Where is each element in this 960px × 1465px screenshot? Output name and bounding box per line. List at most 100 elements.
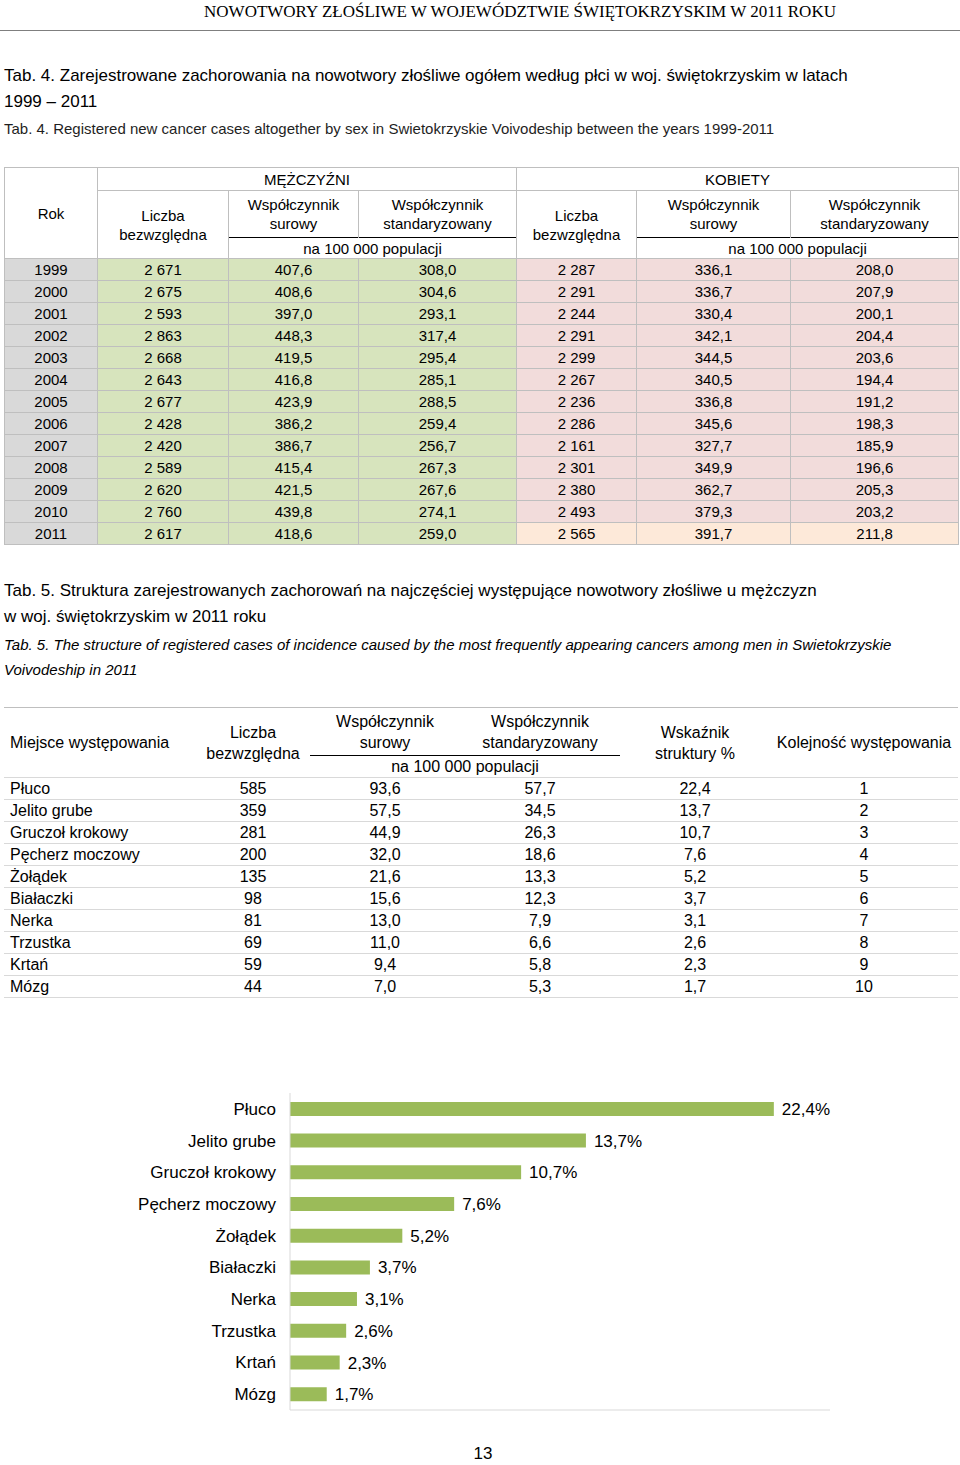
html-text:standaryzowany: standaryzowany <box>820 215 929 232</box>
html-text:448,3: 448,3 <box>274 327 313 344</box>
html-text:407,6: 407,6 <box>274 261 313 278</box>
svg-text:Białaczki: Białaczki <box>209 1258 276 1277</box>
html-text:1999: 1999 <box>34 261 68 278</box>
html-text:bezwzględna: bezwzględna <box>119 225 207 243</box>
html-text:204,4: 204,4 <box>855 327 894 344</box>
html-text:194,4: 194,4 <box>855 371 894 388</box>
html-text:336,1: 336,1 <box>694 261 733 278</box>
svg-text:3,1%: 3,1% <box>365 1290 404 1309</box>
svg-text:Mózg: Mózg <box>234 1385 276 1404</box>
html-text:standaryzowany: standaryzowany <box>482 733 598 751</box>
html-text:bezwzględna: bezwzględna <box>532 225 621 243</box>
html-text:na 100 000 populacji: na 100 000 populacji <box>728 239 867 257</box>
html-text:2005: 2005 <box>34 393 68 410</box>
html-text:304,6: 304,6 <box>418 283 457 300</box>
html-text:Tab. 5. Struktura zarejestrowa: Tab. 5. Struktura zarejestrowanych zacho… <box>4 581 817 600</box>
html-text:344,5: 344,5 <box>694 349 733 366</box>
html-text:285,1: 285,1 <box>418 371 457 388</box>
html-text:Tab. 4. Zarejestrowane zachoro: Tab. 4. Zarejestrowane zachorowania na n… <box>4 66 848 85</box>
html-text:2 291: 2 291 <box>557 327 596 344</box>
html-text:308,0: 308,0 <box>418 261 457 278</box>
html-text:2 671: 2 671 <box>144 261 182 278</box>
html-text:Tab. 4. Registered new cancer: Tab. 4. Registered new cancer cases alto… <box>4 120 775 137</box>
html-text:2002: 2002 <box>34 327 68 344</box>
html-text:MĘŻCZYŹNI: MĘŻCZYŹNI <box>264 170 350 188</box>
html-text:2003: 2003 <box>34 349 68 366</box>
html-text:2 287: 2 287 <box>557 261 596 278</box>
html-text:207,9: 207,9 <box>855 283 894 300</box>
html-text:2 668: 2 668 <box>144 349 182 366</box>
html-text:288,5: 288,5 <box>418 393 457 410</box>
svg-text:1,7%: 1,7% <box>335 1385 374 1404</box>
html-text:Współczynnik: Współczynnik <box>391 196 484 213</box>
html-text:surowy: surowy <box>359 733 411 751</box>
html-text:408,6: 408,6 <box>274 283 313 300</box>
svg-text:3,7%: 3,7% <box>378 1258 417 1277</box>
html-text:surowy: surowy <box>689 215 738 232</box>
svg-text:Krtań: Krtań <box>235 1353 276 1372</box>
html-text:Współczynnik: Współczynnik <box>828 196 921 213</box>
html-text:2 299: 2 299 <box>557 349 596 366</box>
html-text:336,8: 336,8 <box>694 393 733 410</box>
html-text:na 100 000 populacji: na 100 000 populacji <box>303 239 442 257</box>
svg-text:2,3%: 2,3% <box>348 1354 387 1373</box>
html-text:336,7: 336,7 <box>694 283 733 300</box>
html-text:203,6: 203,6 <box>855 349 894 366</box>
svg-text:7,6%: 7,6% <box>462 1195 501 1214</box>
svg-text:2,6%: 2,6% <box>354 1322 393 1341</box>
html-text:KOBIETY: KOBIETY <box>705 170 770 188</box>
svg-text:Gruczoł krokowy: Gruczoł krokowy <box>150 1163 276 1182</box>
html-text:NOWOTWORY ZŁOŚLIWE W WOJEWÓDZT: NOWOTWORY ZŁOŚLIWE W WOJEWÓDZTWIE ŚWIĘTO… <box>204 2 836 21</box>
html-text:200,1: 200,1 <box>855 305 894 322</box>
html-text:419,5: 419,5 <box>274 349 313 366</box>
svg-text:Nerka: Nerka <box>231 1290 277 1309</box>
svg-text:Żołądek: Żołądek <box>216 1227 277 1246</box>
html-text:Współczynnik: Współczynnik <box>247 196 340 213</box>
html-text:2 863: 2 863 <box>144 327 182 344</box>
html-text:1999 – 2011: 1999 – 2011 <box>4 92 98 111</box>
svg-text:5,2%: 5,2% <box>410 1227 449 1246</box>
svg-text:13,7%: 13,7% <box>594 1132 642 1151</box>
svg-text:22,4%: 22,4% <box>782 1100 830 1119</box>
html-text:397,0: 397,0 <box>274 305 313 322</box>
html-text:Współczynnik: Współczynnik <box>491 712 589 730</box>
html-text:2 236: 2 236 <box>557 393 596 410</box>
svg-text:Pęcherz moczowy: Pęcherz moczowy <box>138 1195 276 1214</box>
html-text:2 244: 2 244 <box>557 305 596 322</box>
html-text:standaryzowany: standaryzowany <box>383 215 492 232</box>
html-text:317,4: 317,4 <box>418 327 457 344</box>
html-text:416,8: 416,8 <box>274 371 313 388</box>
html-text:w woj. świętokrzyskim w 2011 r: w woj. świętokrzyskim w 2011 roku <box>4 607 267 626</box>
svg-text:10,7%: 10,7% <box>529 1163 577 1182</box>
html-text:342,1: 342,1 <box>694 327 733 344</box>
html-text:340,5: 340,5 <box>694 371 733 388</box>
html-text:2 291: 2 291 <box>557 283 596 300</box>
html-text:Wskaźnik: Wskaźnik <box>660 723 730 741</box>
html-text:208,0: 208,0 <box>855 261 894 278</box>
html-text:struktury %: struktury % <box>655 744 735 762</box>
html-text:Liczba: Liczba <box>229 723 277 741</box>
html-text:Współczynnik: Współczynnik <box>667 196 760 213</box>
html-text:330,4: 330,4 <box>694 305 733 322</box>
html-text:2001: 2001 <box>34 305 68 322</box>
html-text:2 675: 2 675 <box>144 283 182 300</box>
html-text:2 267: 2 267 <box>557 371 596 388</box>
html-text:Rok: Rok <box>37 204 65 222</box>
svg-text:Płuco: Płuco <box>233 1100 276 1119</box>
html-text:Liczba: Liczba <box>554 206 599 224</box>
html-text:Liczba: Liczba <box>141 206 185 224</box>
html-text:423,9: 423,9 <box>274 393 313 410</box>
html-text:13: 13 <box>473 1444 493 1463</box>
svg-text:Trzustka: Trzustka <box>211 1322 276 1341</box>
html-text:bezwzględna: bezwzględna <box>206 744 300 762</box>
html-text:295,4: 295,4 <box>418 349 457 366</box>
html-text:2 643: 2 643 <box>144 371 182 388</box>
html-text:2000: 2000 <box>34 283 68 300</box>
html-text:293,1: 293,1 <box>418 305 457 322</box>
html-text:2 677: 2 677 <box>144 393 182 410</box>
html-text:2 593: 2 593 <box>144 305 182 322</box>
html-text:Współczynnik: Współczynnik <box>336 712 434 730</box>
html-text:2004: 2004 <box>34 371 68 388</box>
html-text:surowy: surowy <box>269 215 318 232</box>
svg-text:Jelito grube: Jelito grube <box>188 1132 276 1151</box>
